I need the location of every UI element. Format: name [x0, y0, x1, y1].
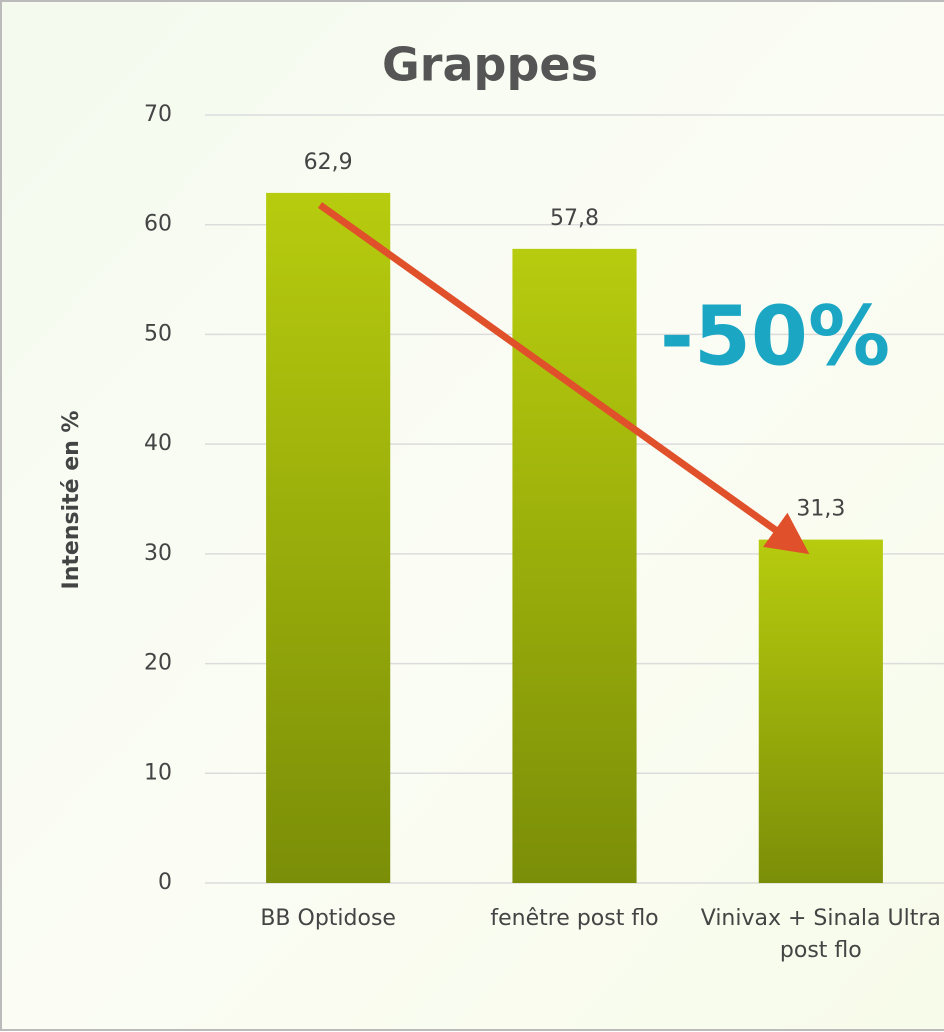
bar	[758, 539, 883, 883]
x-tick-label: Vinivax + Sinala Ultra post flo	[700, 906, 941, 963]
chart-title: Grappes	[382, 38, 598, 92]
value-label: 31,3	[796, 497, 845, 522]
y-tick-label: 60	[144, 212, 172, 237]
y-tick-label: 70	[144, 102, 172, 127]
y-tick-label: 30	[144, 541, 172, 566]
x-tick-label-box: Vinivax + Sinala Ultra post flo	[700, 906, 941, 963]
annotation: -50%	[660, 289, 890, 384]
y-axis-label: Intensité en %	[59, 411, 84, 590]
y-tick-label: 50	[144, 321, 172, 346]
y-tick-label: 0	[158, 870, 172, 895]
x-tick-label: BB Optidose	[260, 906, 396, 931]
x-tick-label-box: BB Optidose	[260, 906, 396, 931]
bar	[512, 248, 637, 883]
value-label: 57,8	[550, 206, 599, 231]
y-tick-label: 20	[144, 651, 172, 676]
trend-arrow	[317, 202, 810, 555]
x-tick-label-box: fenêtre post flo	[490, 906, 659, 931]
y-tick-label: 10	[144, 760, 172, 785]
bar	[266, 192, 391, 883]
x-tick-label: fenêtre post flo	[490, 906, 659, 931]
value-label: 62,9	[304, 150, 353, 175]
y-tick-label: 40	[144, 431, 172, 456]
